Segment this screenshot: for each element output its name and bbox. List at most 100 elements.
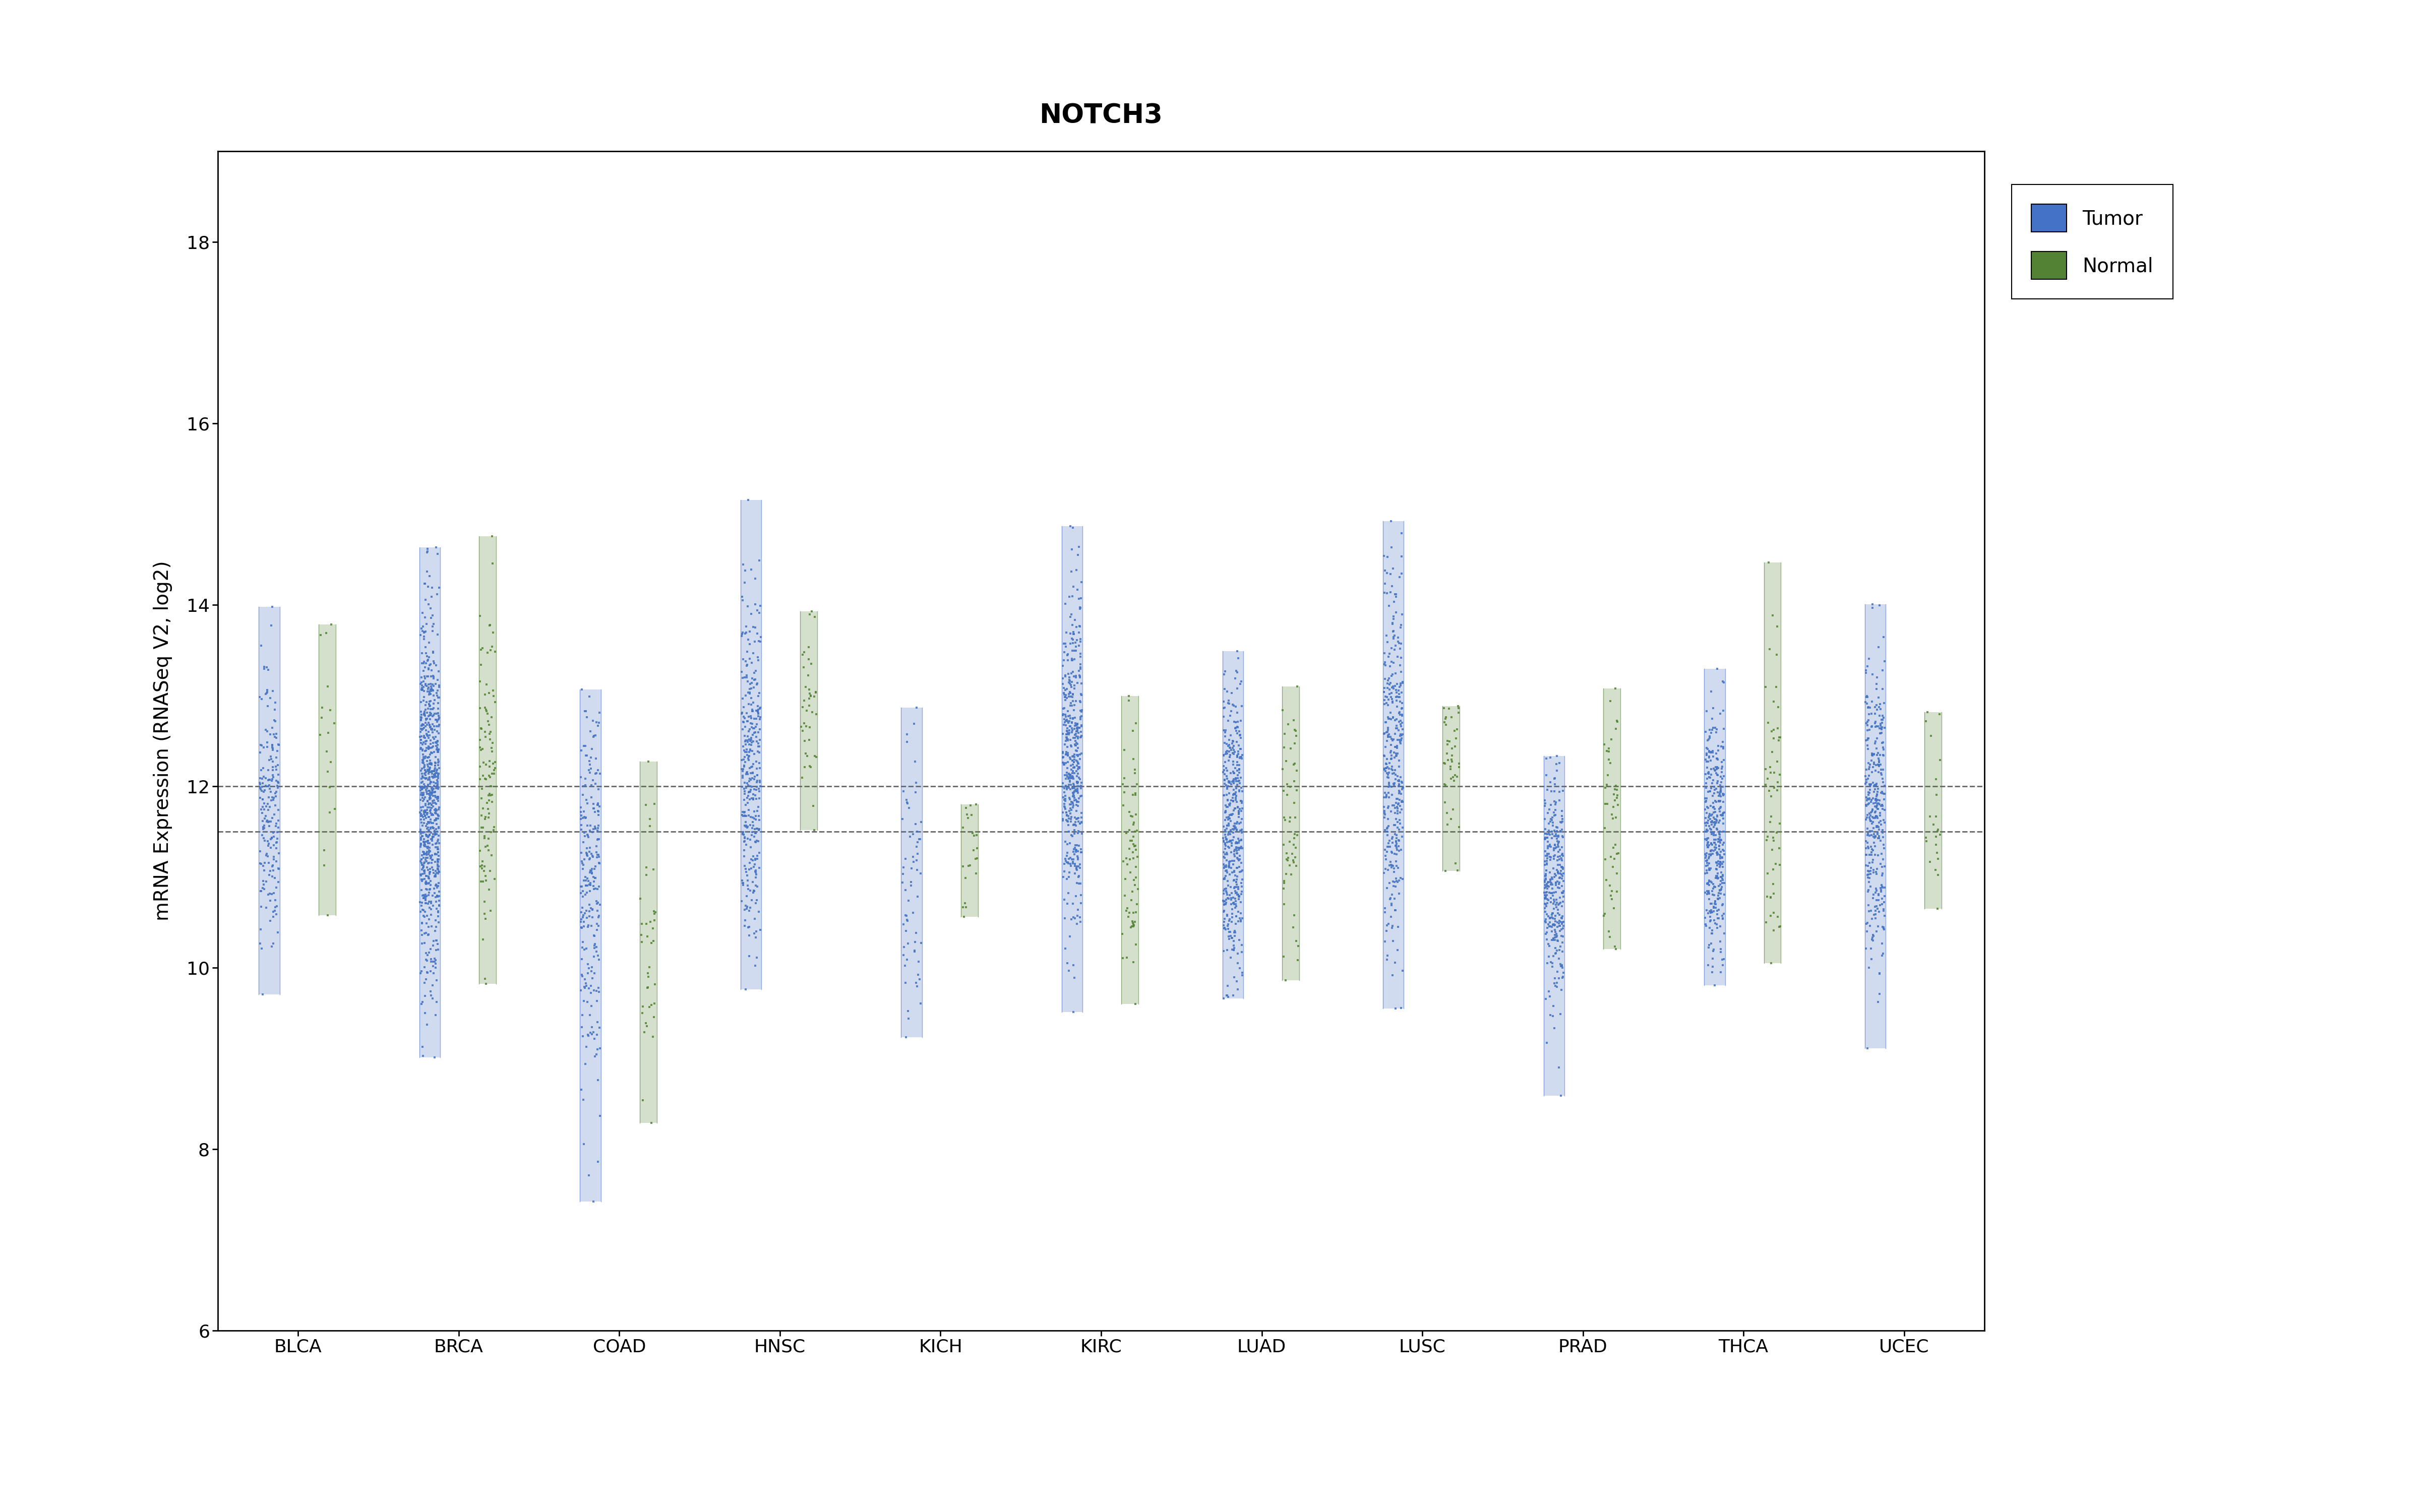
Point xyxy=(1704,801,1742,826)
Point xyxy=(1060,820,1099,844)
Point xyxy=(1375,773,1413,797)
Point xyxy=(1687,786,1725,810)
Point xyxy=(1372,747,1411,771)
Point xyxy=(1365,558,1404,582)
Point xyxy=(1866,885,1905,909)
Point xyxy=(252,881,290,906)
Point xyxy=(1687,898,1725,922)
Point xyxy=(254,788,293,812)
Point xyxy=(1544,842,1583,866)
Point xyxy=(1687,842,1725,866)
Point xyxy=(1532,792,1571,816)
Point xyxy=(1529,980,1568,1004)
Point xyxy=(1704,670,1742,694)
Point xyxy=(731,856,770,880)
Point xyxy=(1217,750,1256,774)
Point xyxy=(402,853,440,877)
Point xyxy=(1217,776,1256,800)
Point xyxy=(407,800,445,824)
Point xyxy=(407,872,445,897)
Point xyxy=(409,779,448,803)
Point xyxy=(1205,889,1244,913)
Point xyxy=(724,804,762,829)
Point xyxy=(1527,826,1566,850)
Point xyxy=(404,866,443,891)
Point xyxy=(1058,821,1096,845)
Point xyxy=(1208,869,1246,894)
Point xyxy=(259,798,298,823)
Point xyxy=(564,1087,603,1111)
Point xyxy=(958,836,997,860)
Point xyxy=(1205,820,1244,844)
Point xyxy=(1375,606,1413,631)
Point xyxy=(566,1034,605,1058)
Point xyxy=(569,866,607,891)
Point xyxy=(1527,777,1566,801)
Point xyxy=(1208,813,1246,838)
Point xyxy=(1544,910,1583,934)
Point xyxy=(1534,892,1573,916)
Point xyxy=(1055,706,1094,730)
Point xyxy=(1851,696,1890,720)
Point xyxy=(1851,856,1890,880)
Point xyxy=(409,810,448,835)
Point xyxy=(247,774,286,798)
Point xyxy=(1846,829,1885,853)
Point xyxy=(1062,883,1101,907)
Point xyxy=(1365,795,1404,820)
Point xyxy=(1060,708,1099,732)
Point xyxy=(1532,871,1571,895)
Point xyxy=(1861,742,1900,767)
Point xyxy=(1215,859,1254,883)
Point xyxy=(1048,686,1087,711)
Point xyxy=(903,931,941,956)
Point xyxy=(1062,629,1101,653)
Point xyxy=(1529,836,1568,860)
Point xyxy=(1701,872,1740,897)
Point xyxy=(1537,960,1575,984)
Point xyxy=(1849,708,1888,732)
Point xyxy=(1050,847,1089,871)
Point xyxy=(1370,594,1408,618)
Point xyxy=(416,947,455,971)
Point xyxy=(1849,726,1888,750)
Point xyxy=(474,679,513,703)
Point xyxy=(1205,854,1244,878)
Point xyxy=(404,859,443,883)
Point xyxy=(1377,951,1416,975)
Point xyxy=(1532,848,1571,872)
Point xyxy=(416,823,455,847)
Point xyxy=(419,875,457,900)
Point xyxy=(1701,776,1740,800)
Point xyxy=(1372,913,1411,937)
Point xyxy=(414,762,453,786)
Point xyxy=(1696,754,1735,779)
Point xyxy=(1210,883,1249,907)
Point xyxy=(576,762,615,786)
Point xyxy=(731,727,770,751)
Point xyxy=(1696,810,1735,835)
Point xyxy=(244,779,283,803)
Point xyxy=(244,788,283,812)
Point xyxy=(1048,750,1087,774)
Point xyxy=(300,723,339,747)
Point xyxy=(411,652,450,676)
Point xyxy=(1377,786,1416,810)
Point xyxy=(1597,937,1636,962)
Point xyxy=(1275,718,1314,742)
Point xyxy=(252,934,290,959)
Point xyxy=(1537,848,1575,872)
Point xyxy=(1696,892,1735,916)
Point xyxy=(789,744,828,768)
Point xyxy=(1588,868,1626,892)
Point xyxy=(1045,685,1084,709)
Point xyxy=(419,847,457,871)
Point xyxy=(564,800,603,824)
Point xyxy=(578,792,617,816)
Point xyxy=(1692,721,1730,745)
Point xyxy=(569,900,607,924)
Point xyxy=(1370,705,1408,729)
Point xyxy=(1062,801,1101,826)
Point xyxy=(407,572,445,596)
Point xyxy=(791,599,830,623)
